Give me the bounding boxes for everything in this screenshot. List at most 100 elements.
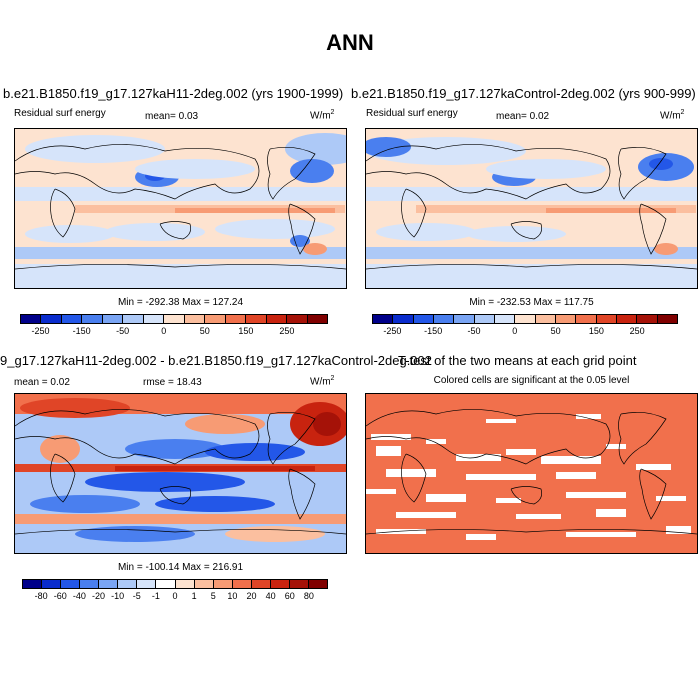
panel-2-map (365, 128, 698, 289)
colorbar-swatch (164, 315, 185, 323)
colorbar-tick-label: 50 (550, 326, 561, 336)
colorbar-swatch (474, 315, 495, 323)
colorbar-tick-label: -250 (31, 326, 50, 336)
colorbar-swatch (576, 315, 597, 323)
colorbar-swatch (433, 315, 455, 323)
colorbar-tick-label: -20 (91, 591, 106, 601)
colorbar-tick-label: -80 (34, 591, 48, 601)
colorbar-swatch (270, 580, 290, 588)
colorbar-tick-label: 5 (210, 591, 216, 601)
colorbar-swatch (494, 315, 516, 323)
panel-3-unit-label: W/m2 (310, 375, 335, 388)
colorbar-tick-label: 0 (172, 591, 178, 601)
colorbar-swatch (61, 580, 81, 588)
panel-3-map (14, 393, 347, 554)
figure-title: ANN (326, 30, 374, 55)
panel-1-map (14, 128, 347, 289)
colorbar-swatch (596, 315, 617, 323)
colorbar-swatch (555, 315, 577, 323)
colorbar-swatch (194, 580, 214, 588)
colorbar-tick-label: 10 (227, 591, 238, 601)
colorbar-swatch (246, 315, 267, 323)
panel-2-unit-label: W/m2 (660, 109, 685, 122)
colorbar-swatch (137, 580, 157, 588)
panel-4-map (365, 393, 698, 554)
panel-2-colorbar-labels: -250 -150 -50 0 50 150 250 (372, 326, 678, 338)
colorbar-tick-label: -40 (72, 591, 86, 601)
panel-1-title: b.e21.B1850.f19_g17.127kaH11-2deg.002 (y… (3, 86, 344, 101)
colorbar-swatch (637, 315, 658, 323)
colorbar-swatch (123, 315, 144, 323)
colorbar-swatch (251, 580, 271, 588)
colorbar-tick-label: 50 (199, 326, 210, 336)
colorbar-tick-label: -10 (111, 591, 125, 601)
colorbar-tick-label: 40 (265, 591, 276, 601)
colorbar-swatch (413, 315, 434, 323)
panel-1-variable-label: Residual surf energy (14, 108, 106, 119)
panel-4-title: T-test of the two means at each grid poi… (398, 353, 637, 368)
colorbar-swatch (307, 315, 328, 323)
colorbar-swatch (205, 315, 226, 323)
colorbar-swatch (184, 315, 206, 323)
colorbar-tick-label: -1 (151, 591, 160, 601)
colorbar-swatch (21, 315, 42, 323)
panel-1-mean-label: mean= 0.03 (145, 111, 199, 122)
colorbar-tick-label: -250 (383, 326, 402, 336)
colorbar-swatch (232, 580, 252, 588)
colorbar-swatch (118, 580, 138, 588)
colorbar-swatch (373, 315, 394, 323)
panel-3-rmse-label: rmse = 18.43 (143, 377, 202, 388)
panel-1-colorbar-labels: -250 -150 -50 0 50 150 250 (20, 326, 328, 338)
colorbar-tick-label: -50 (116, 326, 130, 336)
colorbar-swatch (143, 315, 165, 323)
colorbar-swatch (657, 315, 677, 323)
panel-3-mean-label: mean = 0.02 (14, 377, 70, 388)
colorbar-swatch (393, 315, 414, 323)
colorbar-tick-label: -5 (132, 591, 141, 601)
colorbar-swatch (266, 315, 288, 323)
panel-2-mean-label: mean= 0.02 (496, 111, 550, 122)
panel-1-unit-label: W/m2 (310, 109, 335, 122)
colorbar-swatch (454, 315, 475, 323)
colorbar-swatch (287, 315, 308, 323)
panel-3-minmax: Min = -100.14 Max = 216.91 (117, 562, 244, 573)
colorbar-swatch (41, 315, 62, 323)
colorbar-swatch (515, 315, 536, 323)
colorbar-tick-label: -60 (53, 591, 67, 601)
colorbar-tick-label: 20 (246, 591, 257, 601)
colorbar-swatch (99, 580, 119, 588)
panel-4-significance-label: Colored cells are significant at the 0.0… (433, 375, 630, 386)
colorbar-swatch (213, 580, 233, 588)
colorbar-tick-label: -150 (72, 326, 91, 336)
colorbar-swatch (156, 580, 176, 588)
colorbar-tick-label: 150 (238, 326, 254, 336)
colorbar-tick-label: -150 (424, 326, 443, 336)
colorbar-tick-label: 60 (284, 591, 295, 601)
colorbar-tick-label: 1 (191, 591, 197, 601)
panel-2-variable-label: Residual surf energy (366, 108, 458, 119)
colorbar-swatch (175, 580, 195, 588)
colorbar-swatch (23, 580, 43, 588)
colorbar-swatch (308, 580, 327, 588)
colorbar-swatch (80, 580, 100, 588)
panel-3-title: 9_g17.127kaH11-2deg.002 - b.e21.B1850.f1… (0, 353, 432, 368)
colorbar-swatch (616, 315, 638, 323)
panel-2-title: b.e21.B1850.f19_g17.127kaControl-2deg.00… (351, 86, 696, 101)
colorbar-swatch (225, 315, 247, 323)
colorbar-swatch (42, 580, 62, 588)
colorbar-tick-label: 0 (161, 326, 167, 336)
panel-3-colorbar (22, 579, 328, 589)
colorbar-swatch (102, 315, 124, 323)
colorbar-swatch (82, 315, 103, 323)
colorbar-tick-label: 150 (588, 326, 604, 336)
colorbar-tick-label: 80 (303, 591, 314, 601)
colorbar-tick-label: 250 (629, 326, 645, 336)
panel-2-colorbar (372, 314, 678, 324)
panel-3-colorbar-labels: -80 -60 -40 -20 -10 -5 -1 0 1 5 10 20 40 60 80 (22, 591, 328, 603)
colorbar-swatch (535, 315, 556, 323)
colorbar-tick-label: 0 (512, 326, 518, 336)
panel-1-colorbar (20, 314, 328, 324)
colorbar-tick-label: 250 (279, 326, 295, 336)
panel-2-minmax: Min = -232.53 Max = 117.75 (469, 297, 594, 308)
colorbar-swatch (61, 315, 83, 323)
